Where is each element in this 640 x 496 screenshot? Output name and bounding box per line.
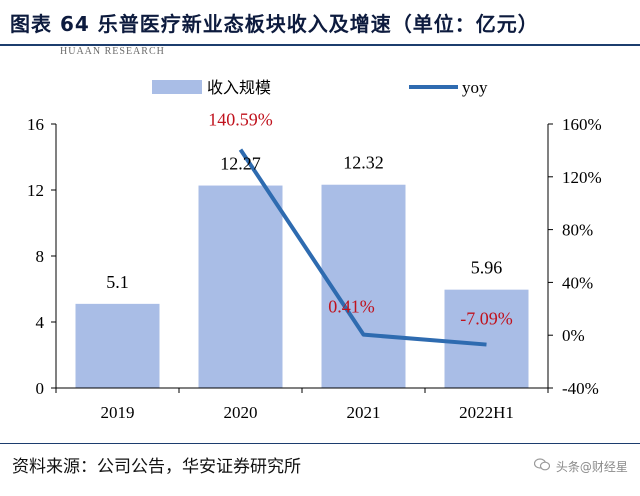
title-divider — [0, 44, 640, 46]
chart: 收入规模 yoy 0 4 8 12 16 -40% 0% 40% 80% 120% 160% 2019 2… — [27, 78, 602, 422]
wechat-icon — [533, 458, 551, 474]
watermark-text: 头条@财经星 — [555, 460, 628, 474]
footer-divider — [0, 443, 640, 444]
y-right-tick-label: -40% — [562, 379, 599, 398]
y-right-tick-label: 80% — [562, 221, 593, 240]
watermark: 头条@财经星 — [533, 458, 628, 475]
bar-label-2022H1: 5.96 — [471, 258, 503, 278]
y-right-tick-label: 0% — [562, 326, 585, 345]
bar-2022H1 — [444, 289, 529, 388]
x-tick-label-2021: 2021 — [347, 403, 381, 422]
legend-swatch-bar — [152, 80, 202, 94]
bars — [75, 184, 529, 388]
yoy-label-2020: 140.59% — [208, 110, 273, 130]
yoy-label-2021: 0.41% — [328, 297, 375, 317]
chart-title: 图表 64 乐普医疗新业态板块收入及增速（单位：亿元） — [10, 12, 539, 36]
x-tick-label-2022H1: 2022H1 — [459, 403, 514, 422]
bar-label-2019: 5.1 — [106, 272, 129, 292]
y-left-tick-label: 4 — [36, 313, 45, 332]
bar-2019 — [75, 303, 160, 388]
y-left-tick-label: 12 — [27, 181, 44, 200]
y-left-tick-label: 0 — [36, 379, 45, 398]
x-tick-label-2020: 2020 — [224, 403, 258, 422]
source-note: 资料来源：公司公告，华安证券研究所 — [12, 457, 301, 477]
legend: 收入规模 yoy — [152, 78, 488, 97]
yoy-label-2022H1: -7.09% — [460, 309, 513, 329]
axes: 0 4 8 12 16 -40% 0% 40% 80% 120% 160% 2019 2020 2021 2… — [27, 115, 602, 422]
y-left-tick-label: 8 — [36, 247, 45, 266]
legend-label-line: yoy — [462, 78, 488, 97]
yoy-line — [238, 148, 487, 347]
bar-label-2021: 12.32 — [343, 153, 384, 173]
data-labels: 5.1 12.27 12.32 5.96 140.59% 0.41% -7.09% — [106, 110, 513, 329]
bar-label-2020: 12.27 — [220, 154, 261, 174]
y-right-tick-label: 40% — [562, 273, 593, 292]
y-right-tick-label: 120% — [562, 168, 602, 187]
y-right-tick-label: 160% — [562, 115, 602, 134]
legend-label-bar: 收入规模 — [207, 78, 271, 97]
bar-2021 — [321, 184, 406, 388]
logo-text: HUAAN RESEARCH — [60, 46, 165, 57]
x-tick-label-2019: 2019 — [101, 403, 135, 422]
y-left-tick-label: 16 — [27, 115, 44, 134]
yoy-polyline — [238, 148, 487, 347]
bar-2020 — [198, 185, 283, 388]
